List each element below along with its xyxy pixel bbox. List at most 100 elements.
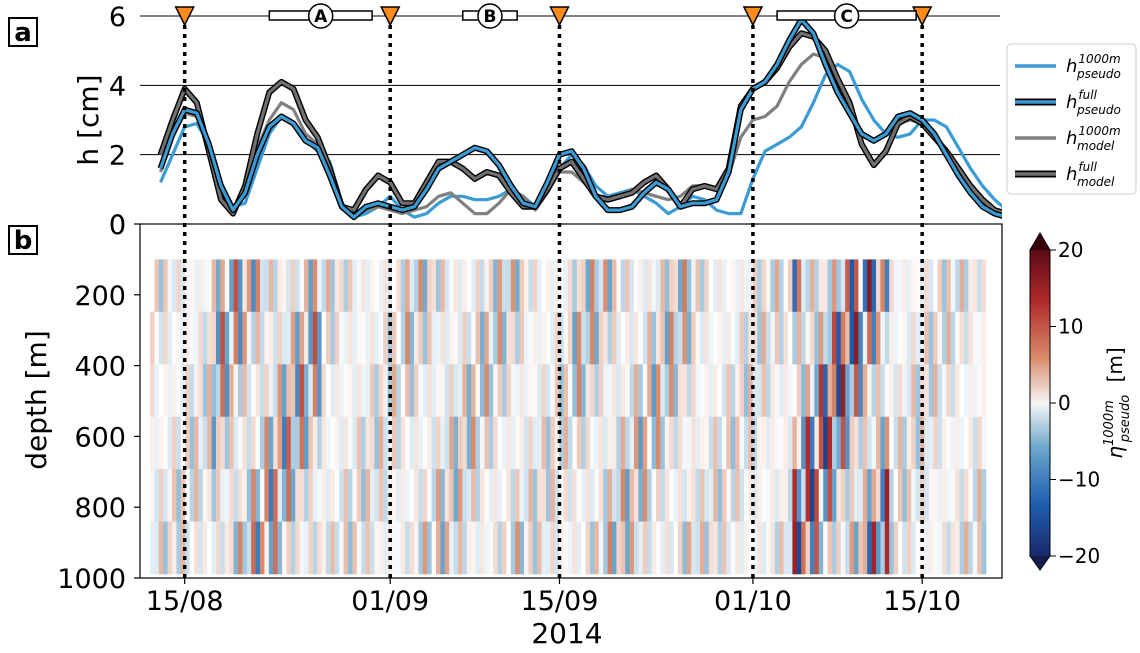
heatmap-cell bbox=[414, 521, 419, 575]
heatmap-cell bbox=[581, 521, 586, 575]
heatmap-cell bbox=[620, 469, 626, 522]
heatmap-cell bbox=[928, 364, 934, 417]
heatmap-cell bbox=[436, 259, 441, 313]
heatmap-cell bbox=[220, 259, 226, 313]
heatmap-cell bbox=[612, 364, 617, 417]
heatmap-cell bbox=[238, 259, 243, 313]
heatmap-cell bbox=[519, 259, 525, 313]
heatmap-cell bbox=[462, 311, 468, 365]
heatmap-cell bbox=[550, 469, 556, 522]
heatmap-cell bbox=[880, 364, 886, 417]
heatmap-cell bbox=[554, 416, 560, 470]
heatmap-cell bbox=[150, 311, 155, 365]
heatmap-cell bbox=[810, 469, 815, 522]
heatmap-cell bbox=[321, 416, 327, 470]
heatmap-cell bbox=[590, 521, 595, 575]
heatmap-cell bbox=[374, 521, 380, 575]
heatmap-cell bbox=[598, 364, 604, 417]
heatmap-cell bbox=[660, 259, 666, 313]
heatmap-cell bbox=[761, 521, 767, 575]
heatmap-cell bbox=[502, 259, 507, 313]
heatmap-cell bbox=[625, 521, 630, 575]
heatmap-cell bbox=[150, 469, 155, 522]
heatmap-cell bbox=[396, 416, 402, 470]
heatmap-cell bbox=[202, 364, 208, 417]
heatmap-cell bbox=[383, 259, 388, 313]
heatmap-cell bbox=[519, 469, 525, 522]
heatmap-cell bbox=[453, 311, 459, 365]
heatmap-cell bbox=[818, 364, 824, 417]
heatmap-cell bbox=[964, 364, 969, 417]
heatmap-cell bbox=[713, 259, 718, 313]
heatmap-cell bbox=[766, 416, 771, 470]
heatmap-cell bbox=[647, 311, 652, 365]
heatmap-cell bbox=[150, 416, 155, 470]
heatmap-cell bbox=[977, 416, 982, 470]
heatmap-cell bbox=[585, 364, 591, 417]
heatmap-cell bbox=[361, 259, 366, 313]
heatmap-cell bbox=[849, 469, 855, 522]
heatmap-cell bbox=[383, 416, 388, 470]
heatmap-cell bbox=[312, 259, 318, 313]
heatmap-cell bbox=[387, 259, 393, 313]
heatmap-cell bbox=[700, 364, 705, 417]
heatmap-cell bbox=[845, 364, 850, 417]
heatmap-cell bbox=[502, 521, 507, 575]
heatmap-cell bbox=[726, 259, 732, 313]
heatmap-cell bbox=[972, 259, 978, 313]
heatmap-cell bbox=[365, 469, 371, 522]
heatmap-cell bbox=[471, 259, 476, 313]
heatmap-cell bbox=[326, 469, 331, 522]
heatmap-cell bbox=[739, 521, 745, 575]
heatmap-cell bbox=[788, 259, 793, 313]
heatmap-cell bbox=[427, 521, 432, 575]
heatmap-cell bbox=[889, 416, 894, 470]
heatmap-cell bbox=[497, 364, 503, 417]
heatmap-cell bbox=[752, 259, 758, 313]
heatmap-cell bbox=[942, 521, 947, 575]
heatmap-cell bbox=[906, 364, 912, 417]
heatmap-cell bbox=[880, 521, 886, 575]
heatmap-cell bbox=[933, 521, 938, 575]
heatmap-cell bbox=[493, 259, 498, 313]
heatmap-cell bbox=[576, 364, 582, 417]
heatmap-cell bbox=[581, 259, 586, 313]
heatmap-cell bbox=[647, 364, 652, 417]
heatmap-cell bbox=[224, 469, 230, 522]
panel-a-y-axis-title: h [cm] bbox=[72, 74, 105, 165]
heatmap-cell bbox=[264, 416, 270, 470]
heatmap-cell bbox=[607, 259, 613, 313]
heatmap-cell bbox=[180, 364, 186, 417]
heatmap-cell bbox=[449, 521, 454, 575]
heatmap-cell bbox=[594, 311, 600, 365]
heatmap-cell bbox=[537, 469, 542, 522]
heatmap-cell bbox=[678, 416, 683, 470]
heatmap-cell bbox=[594, 469, 600, 522]
heatmap-cell bbox=[801, 469, 806, 522]
heatmap-cell bbox=[585, 259, 591, 313]
heatmap-cell bbox=[220, 311, 226, 365]
heatmap-cell bbox=[854, 469, 859, 522]
heatmap-cell bbox=[378, 416, 384, 470]
heatmap-cell bbox=[660, 311, 666, 365]
heatmap-cell bbox=[308, 416, 314, 470]
heatmap-cell bbox=[224, 364, 230, 417]
heatmap-cell bbox=[656, 311, 661, 365]
heatmap-cell bbox=[202, 416, 208, 470]
heatmap-cell bbox=[308, 364, 314, 417]
heatmap-cell bbox=[242, 259, 248, 313]
heatmap-cell bbox=[216, 469, 221, 522]
heatmap-cell bbox=[836, 469, 842, 522]
heatmap-cell bbox=[317, 364, 322, 417]
heatmap-cell bbox=[506, 311, 512, 365]
heatmap-cell bbox=[827, 521, 833, 575]
heatmap-cell bbox=[911, 259, 916, 313]
heatmap-cell bbox=[801, 521, 806, 575]
heatmap-cell bbox=[656, 521, 661, 575]
y-tick-label: 1000 bbox=[57, 564, 126, 595]
heatmap-cell bbox=[330, 521, 336, 575]
heatmap-cell bbox=[748, 364, 754, 417]
heatmap-cell bbox=[550, 259, 556, 313]
heatmap-cell bbox=[673, 259, 679, 313]
heatmap-cell bbox=[673, 364, 679, 417]
